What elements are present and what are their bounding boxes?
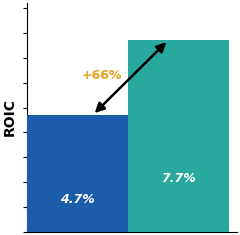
- Text: 7.7%: 7.7%: [161, 172, 196, 185]
- Y-axis label: ROIC: ROIC: [3, 98, 17, 137]
- Bar: [128, 40, 229, 232]
- Text: 4.7%: 4.7%: [60, 193, 95, 206]
- Text: +66%: +66%: [82, 69, 122, 82]
- Bar: [27, 115, 128, 232]
